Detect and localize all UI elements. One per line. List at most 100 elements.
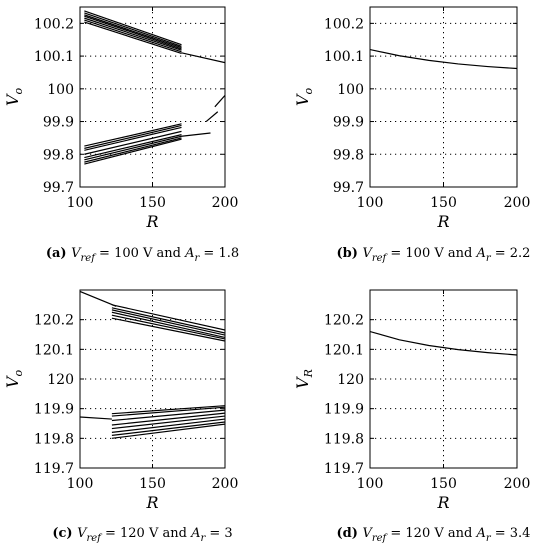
- series-line: [84, 126, 182, 151]
- series-group: [370, 48, 517, 70]
- y-axis-label-sub: R: [302, 369, 315, 378]
- y-axis-label: VR: [293, 369, 315, 389]
- series-line: [181, 52, 225, 64]
- series-group: [84, 10, 225, 165]
- series-line: [111, 307, 225, 334]
- x-axis-label: R: [436, 212, 449, 231]
- series-line: [84, 19, 182, 53]
- y-tick-label: 120.2: [34, 313, 74, 329]
- caption-part: = 100 V and: [95, 246, 185, 261]
- caption-part: (c): [52, 526, 77, 541]
- y-tick-label: 100.2: [324, 16, 364, 32]
- y-tick-label: 99.7: [333, 180, 364, 196]
- series-line: [111, 415, 225, 430]
- series-line: [181, 132, 211, 137]
- series-line: [84, 17, 182, 51]
- series-line: [84, 14, 182, 49]
- y-axis-label-main: V: [3, 93, 22, 106]
- y-tick-label: 99.9: [333, 115, 364, 131]
- series-line: [84, 123, 182, 147]
- x-tick-label: 200: [212, 476, 239, 492]
- series-line: [80, 290, 117, 307]
- x-tick-label: 200: [504, 476, 531, 492]
- x-tick-label: 150: [139, 195, 166, 211]
- series-line: [84, 138, 182, 165]
- series-line: [111, 423, 225, 439]
- y-axis-label-main: V: [293, 376, 312, 389]
- panel-caption: (d) Vref = 120 V and Ar = 3.4: [337, 526, 531, 544]
- y-tick-label: 100: [337, 82, 364, 98]
- caption-part: A: [475, 246, 485, 261]
- caption-part: V: [71, 246, 82, 261]
- x-tick-label: 150: [139, 476, 166, 492]
- series-line: [111, 418, 225, 433]
- panel-caption: (c) Vref = 120 V and Ar = 3: [52, 526, 232, 544]
- panel-caption: (a) Vref = 100 V and Ar = 1.8: [46, 246, 239, 264]
- y-axis-label-sub: o: [12, 370, 25, 377]
- series-line: [111, 421, 225, 436]
- y-axis-label-sub: o: [302, 88, 315, 95]
- chart-panel-b: 100 150 200 99.7 99.8 99.9 100 100.1 100.2 R Vo (b)…: [293, 6, 531, 264]
- y-tick-label: 100.2: [34, 16, 74, 32]
- series-line: [111, 405, 225, 415]
- caption-part: A: [475, 526, 485, 541]
- series-line: [111, 314, 225, 340]
- series-line: [84, 15, 182, 50]
- series-line: [111, 406, 225, 417]
- y-tick-label: 119.9: [324, 402, 364, 418]
- y-tick-label: 99.9: [43, 115, 74, 131]
- y-axis-label-main: V: [293, 93, 312, 106]
- x-axis-label: R: [145, 212, 158, 231]
- caption-part: = 1.8: [199, 246, 239, 261]
- series-line: [84, 10, 182, 46]
- y-axis-label-sub: o: [12, 88, 25, 95]
- y-tick-label: 99.8: [333, 147, 364, 163]
- x-tick-label: 100: [67, 476, 94, 492]
- panel-caption: (b) Vref = 100 V and Ar = 2.2: [337, 246, 531, 264]
- series-line: [80, 416, 112, 420]
- caption-part: r: [200, 533, 206, 544]
- x-tick-label: 100: [357, 476, 384, 492]
- caption-part: = 3: [205, 526, 232, 541]
- caption-part: = 120 V and: [101, 526, 191, 541]
- series-line: [84, 134, 182, 159]
- y-axis-label: Vo: [3, 370, 25, 389]
- caption-part: = 120 V and: [386, 526, 476, 541]
- caption-part: (a): [46, 246, 71, 261]
- y-tick-label: 119.7: [324, 461, 364, 477]
- y-axis-label-main: V: [3, 375, 22, 388]
- series-line: [84, 137, 182, 163]
- series-line: [111, 317, 225, 342]
- caption-part: ref: [86, 533, 103, 544]
- caption-part: V: [362, 526, 373, 541]
- caption-part: V: [362, 246, 373, 261]
- plot-frame: [369, 289, 518, 469]
- series-line: [205, 111, 219, 123]
- caption-part: r: [486, 253, 492, 264]
- chart-panel-a: 100 150 200 99.7 99.8 99.9 100 100.1 100.2 R Vo (a)…: [3, 6, 239, 264]
- y-tick-label: 119.8: [34, 431, 74, 447]
- series-group: [370, 330, 517, 356]
- series-line: [214, 94, 225, 108]
- y-tick-label: 119.7: [34, 461, 74, 477]
- caption-part: A: [190, 526, 200, 541]
- series-line: [84, 12, 182, 47]
- x-tick-label: 200: [504, 195, 531, 211]
- caption-part: ref: [372, 253, 389, 264]
- y-tick-label: 120: [337, 372, 364, 388]
- caption-part: r: [486, 533, 492, 544]
- series-line: [84, 135, 182, 161]
- caption-part: = 3.4: [491, 526, 531, 541]
- chart-panel-d: 100 150 200119.7119.8119.9120120.1120.2RVR…: [293, 289, 531, 544]
- caption-part: (d): [337, 526, 363, 541]
- y-tick-label: 99.7: [43, 180, 74, 196]
- caption-part: A: [184, 246, 194, 261]
- series-line: [111, 412, 225, 426]
- caption-part: (b): [337, 246, 363, 261]
- series-line: [370, 330, 517, 356]
- x-tick-label: 150: [430, 195, 457, 211]
- y-tick-label: 119.8: [324, 431, 364, 447]
- x-axis-label: R: [145, 493, 158, 512]
- x-tick-label: 200: [212, 195, 239, 211]
